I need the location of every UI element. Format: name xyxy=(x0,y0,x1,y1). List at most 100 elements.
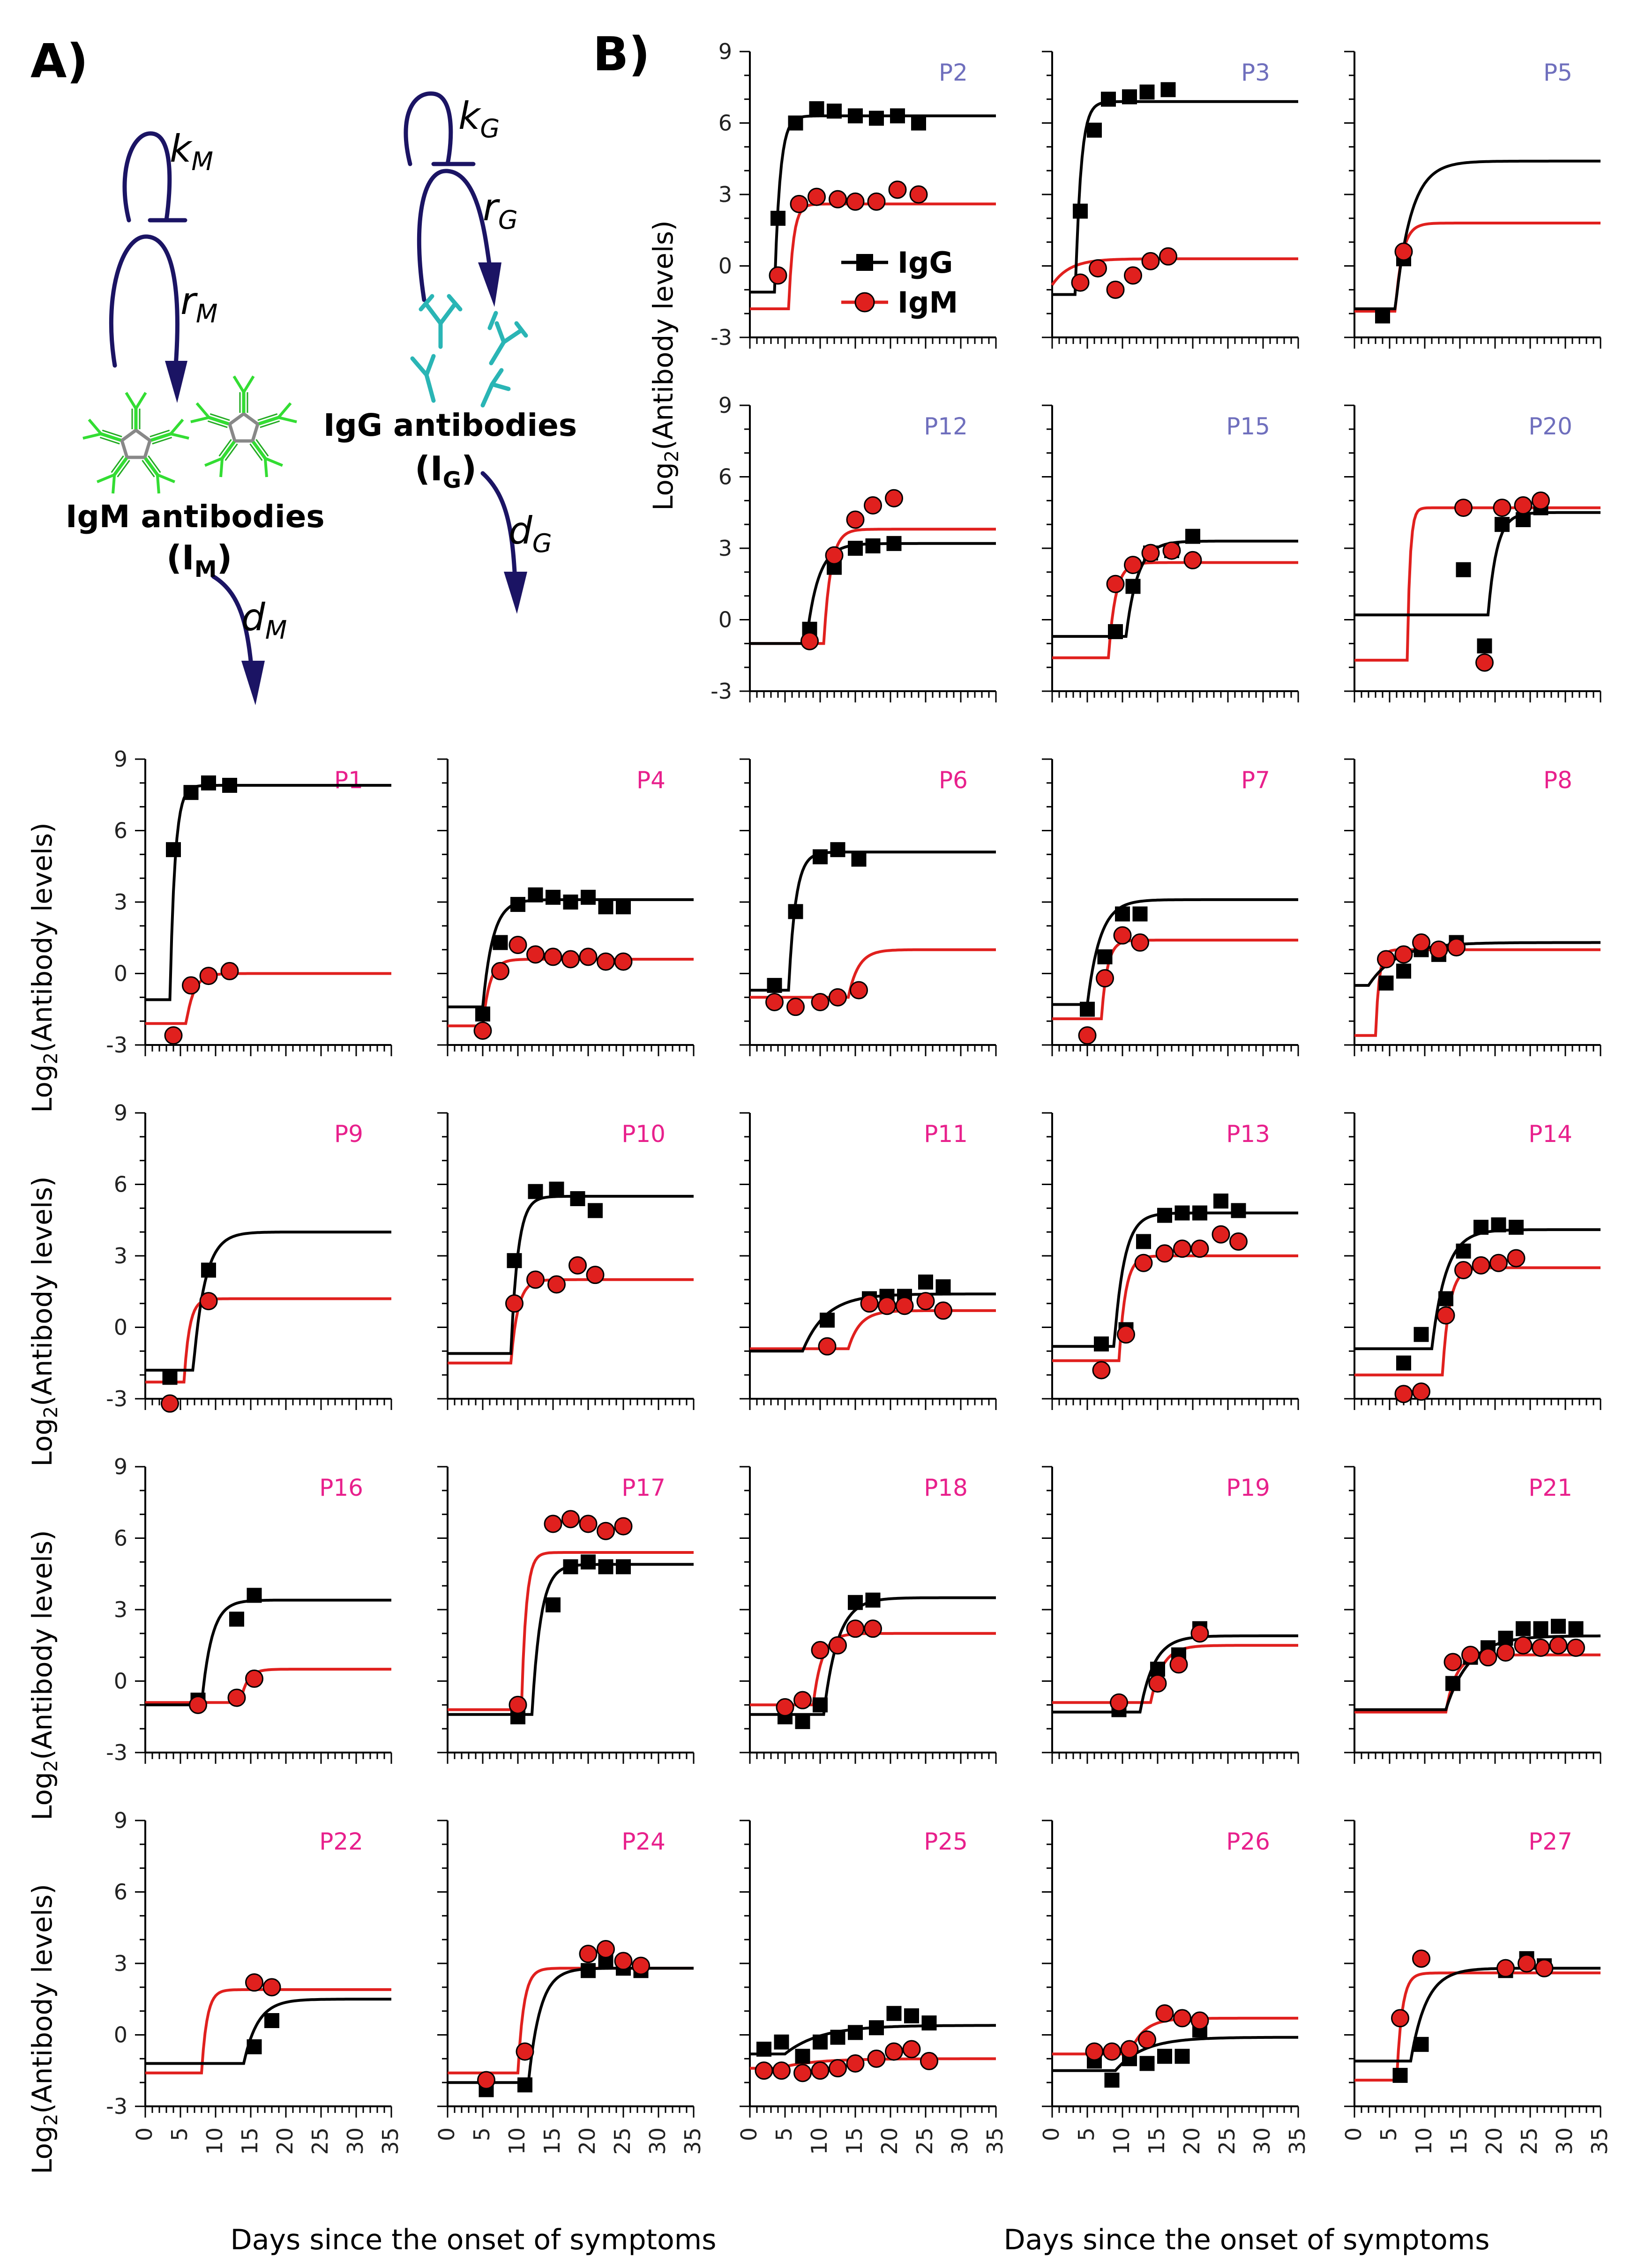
x-tick-label: 30 xyxy=(343,2127,368,2155)
igm-data-point xyxy=(509,1695,527,1714)
igg-data-point xyxy=(1509,1220,1524,1235)
igm-fit-line xyxy=(750,948,996,999)
dm-label: dM xyxy=(241,596,287,645)
x-tick-label: 30 xyxy=(1552,2127,1577,2155)
legend-igm-label: IgM xyxy=(898,285,958,320)
igm-data-point xyxy=(1085,2042,1104,2061)
igg-data-point xyxy=(1414,1327,1429,1342)
igm-data-point xyxy=(1148,1674,1167,1693)
y-tick-label: 3 xyxy=(718,182,732,207)
x-tick-label: 10 xyxy=(202,2127,227,2155)
igm-data-point xyxy=(934,1301,952,1320)
igm-data-point xyxy=(829,2059,847,2078)
igg-data-point xyxy=(935,1279,951,1295)
igm-data-point xyxy=(765,993,784,1011)
igg-data-point xyxy=(851,851,867,867)
igg-data-point xyxy=(1473,1220,1488,1235)
igg-data-point xyxy=(756,2042,771,2057)
y-axis-label: Log2(Antibody levels) xyxy=(647,220,683,511)
igm-data-point xyxy=(1131,933,1149,952)
igg-data-point xyxy=(918,1274,933,1290)
kg-inhibition-arc xyxy=(404,91,453,166)
y-axis-label: Log2(Antibody levels) xyxy=(26,1176,62,1467)
x-tick-label: 15 xyxy=(842,2127,867,2155)
igm-data-point xyxy=(1394,1385,1413,1403)
igm-data-point xyxy=(1461,1646,1480,1664)
panel-title: P16 xyxy=(319,1474,363,1501)
igg-data-point xyxy=(166,842,181,858)
igm-data-point xyxy=(888,180,907,199)
rg-label: rG xyxy=(483,186,518,235)
chart-panel-p27: 0 5 10 15 20 25 30 35 P27 xyxy=(1341,1820,1612,2155)
x-tick-label: 20 xyxy=(575,2127,600,2155)
igg-data-point xyxy=(1132,906,1148,922)
igg-data-point xyxy=(616,1559,631,1574)
igm-data-point xyxy=(878,1297,896,1315)
igm-data-point xyxy=(597,952,615,971)
igg-fit-line xyxy=(1354,511,1601,617)
igg-data-point xyxy=(1396,1355,1411,1371)
igm-data-point xyxy=(505,1294,524,1313)
igm-data-point xyxy=(526,945,545,964)
igg-data-point xyxy=(788,115,803,131)
kg-label: kG xyxy=(458,94,500,143)
igg-data-point xyxy=(813,2034,828,2050)
igm-data-point xyxy=(776,1698,794,1716)
dg-arrowhead xyxy=(504,572,527,614)
igm-data-point xyxy=(895,1297,914,1315)
igm-data-point xyxy=(526,1270,545,1289)
igg-data-point xyxy=(809,101,824,116)
igg-data-point xyxy=(201,775,216,791)
igm-data-point xyxy=(1493,499,1511,517)
igm-data-point xyxy=(1532,1638,1550,1657)
y-tick-label: 0 xyxy=(718,254,732,279)
igg-data-point xyxy=(1150,1662,1165,1677)
chart-panel-p8: P8 xyxy=(1344,758,1601,1056)
chart-panel-p14: P14 xyxy=(1344,1112,1601,1410)
panel-title: P1 xyxy=(334,767,363,794)
x-tick-label: 30 xyxy=(1249,2127,1275,2155)
igm-data-point xyxy=(1412,1949,1430,1968)
x-tick-label: 15 xyxy=(1446,2127,1472,2155)
y-tick-label: -3 xyxy=(711,679,732,704)
igm-data-point xyxy=(189,1695,207,1714)
panel-title: P13 xyxy=(1226,1120,1270,1148)
igg-data-point xyxy=(1122,89,1137,104)
igm-data-point xyxy=(1229,1232,1248,1251)
x-axis-label: Days since the onset of symptoms xyxy=(231,2223,717,2256)
y-axis-labels: Log2(Antibody levels) Log2(Antibody leve… xyxy=(26,220,683,2174)
dm-arrowhead xyxy=(241,661,265,705)
igg-data-point xyxy=(510,897,525,912)
igm-data-point xyxy=(477,2071,495,2089)
x-tick-label: 0 xyxy=(1341,2127,1366,2141)
x-tick-label: 15 xyxy=(1144,2127,1169,2155)
igm-data-point xyxy=(1092,1361,1111,1380)
y-tick-label: -3 xyxy=(106,1386,127,1411)
igm-data-point xyxy=(544,947,562,966)
igm-data-point xyxy=(829,190,847,209)
igm-data-point xyxy=(769,266,787,285)
igg-data-point xyxy=(563,1559,578,1574)
y-tick-label: -3 xyxy=(106,1740,127,1765)
panel-title: P11 xyxy=(924,1120,968,1148)
chart-panel-p18: P18 xyxy=(740,1466,997,1764)
igg-antibody-icon xyxy=(410,294,528,408)
x-tick-label: 5 xyxy=(469,2127,494,2141)
igg-data-point xyxy=(795,2049,810,2064)
igm-data-point xyxy=(902,2040,921,2059)
igg-data-point xyxy=(1414,2037,1429,2052)
igg-fit-line xyxy=(1354,1967,1601,2063)
x-tick-label: 15 xyxy=(237,2127,262,2155)
igm-data-point xyxy=(1162,541,1181,560)
igg-data-point xyxy=(1104,2073,1120,2088)
y-tick-label: -3 xyxy=(106,2094,127,2119)
igg-data-point xyxy=(1185,529,1200,544)
panel-title: P19 xyxy=(1226,1474,1270,1501)
y-axis-label: Log2(Antibody levels) xyxy=(26,822,62,1113)
igg-data-point xyxy=(1157,2049,1172,2064)
x-tick-label: 0 xyxy=(132,2127,157,2141)
igm-data-point xyxy=(811,1641,830,1659)
igm-fit-line xyxy=(1052,939,1298,1021)
